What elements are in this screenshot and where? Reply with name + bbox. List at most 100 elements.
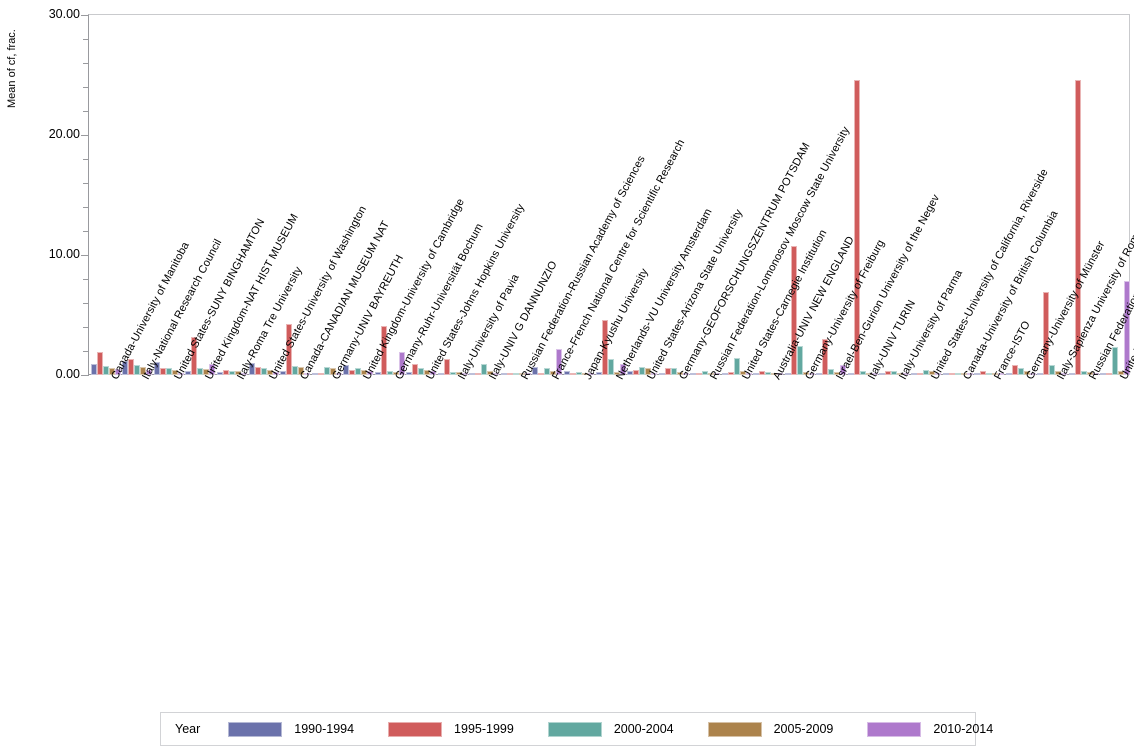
- bar[interactable]: [355, 368, 362, 375]
- bar[interactable]: [639, 366, 646, 375]
- bar[interactable]: [1074, 80, 1081, 375]
- bar[interactable]: [159, 368, 166, 375]
- bar[interactable]: [1086, 372, 1093, 375]
- bar[interactable]: [563, 371, 570, 375]
- bar[interactable]: [658, 373, 665, 375]
- bar[interactable]: [493, 373, 500, 375]
- bar[interactable]: [676, 372, 683, 375]
- bar[interactable]: [1049, 365, 1056, 375]
- bar[interactable]: [260, 367, 267, 375]
- bar[interactable]: [745, 373, 752, 375]
- bar[interactable]: [343, 365, 350, 375]
- bar[interactable]: [518, 373, 525, 375]
- bar[interactable]: [461, 373, 468, 375]
- bar[interactable]: [392, 372, 399, 375]
- bar[interactable]: [1023, 371, 1030, 375]
- bar[interactable]: [550, 371, 557, 375]
- bar[interactable]: [966, 373, 973, 375]
- bar[interactable]: [922, 369, 929, 375]
- bar[interactable]: [506, 373, 513, 375]
- bar[interactable]: [986, 373, 993, 375]
- bar[interactable]: [765, 372, 772, 375]
- bar[interactable]: [240, 373, 247, 375]
- legend-item[interactable]: 1990-1994: [228, 721, 354, 737]
- bar[interactable]: [437, 373, 444, 375]
- bar[interactable]: [532, 367, 539, 375]
- bar[interactable]: [298, 367, 305, 375]
- bar[interactable]: [777, 373, 784, 375]
- bar[interactable]: [865, 372, 872, 375]
- bar[interactable]: [361, 369, 368, 375]
- bar[interactable]: [128, 359, 135, 375]
- bar[interactable]: [682, 373, 689, 375]
- bar[interactable]: [248, 363, 255, 375]
- bar[interactable]: [538, 373, 545, 375]
- bar[interactable]: [633, 369, 640, 375]
- bar[interactable]: [272, 372, 279, 375]
- bar[interactable]: [349, 369, 356, 375]
- bar[interactable]: [329, 368, 336, 375]
- bar[interactable]: [197, 368, 204, 375]
- bar[interactable]: [367, 371, 374, 375]
- bar[interactable]: [601, 320, 608, 375]
- bar[interactable]: [216, 372, 223, 375]
- bar[interactable]: [140, 366, 147, 375]
- bar[interactable]: [317, 373, 324, 375]
- bar[interactable]: [280, 371, 287, 375]
- bar[interactable]: [802, 372, 809, 375]
- bar[interactable]: [974, 373, 981, 375]
- bar[interactable]: [708, 372, 715, 375]
- bar[interactable]: [222, 369, 229, 375]
- bar[interactable]: [1005, 372, 1012, 375]
- bar[interactable]: [575, 372, 582, 375]
- bar[interactable]: [469, 373, 476, 375]
- bar[interactable]: [879, 373, 886, 375]
- legend-item[interactable]: 2010-2014: [867, 721, 993, 737]
- legend-item[interactable]: 1995-1999: [388, 721, 514, 737]
- bar[interactable]: [286, 324, 293, 375]
- bar[interactable]: [165, 368, 172, 375]
- bar[interactable]: [714, 373, 721, 375]
- bar[interactable]: [885, 370, 892, 375]
- bar[interactable]: [891, 371, 898, 375]
- bar[interactable]: [871, 373, 878, 375]
- bar[interactable]: [790, 246, 797, 375]
- bar[interactable]: [954, 372, 961, 375]
- bar[interactable]: [727, 372, 734, 375]
- bar[interactable]: [443, 358, 450, 375]
- bar[interactable]: [934, 373, 941, 375]
- bar[interactable]: [1106, 372, 1113, 375]
- bar[interactable]: [1037, 373, 1044, 375]
- bar[interactable]: [1080, 371, 1087, 375]
- bar[interactable]: [475, 373, 482, 375]
- bar[interactable]: [1043, 291, 1050, 375]
- bar[interactable]: [449, 372, 456, 375]
- bar[interactable]: [134, 364, 141, 375]
- bar[interactable]: [595, 372, 602, 375]
- bar[interactable]: [733, 358, 740, 375]
- bar[interactable]: [406, 371, 413, 375]
- bar[interactable]: [853, 79, 860, 375]
- bar[interactable]: [910, 373, 917, 375]
- bar[interactable]: [500, 373, 507, 375]
- bar[interactable]: [759, 370, 766, 375]
- bar[interactable]: [171, 369, 178, 375]
- bar[interactable]: [587, 373, 594, 375]
- bar[interactable]: [544, 368, 551, 375]
- bar[interactable]: [234, 370, 241, 375]
- bar[interactable]: [102, 365, 109, 375]
- bar[interactable]: [412, 363, 419, 375]
- bar[interactable]: [840, 365, 847, 375]
- bar[interactable]: [146, 369, 153, 375]
- bar[interactable]: [380, 325, 387, 375]
- bar[interactable]: [1029, 373, 1036, 375]
- bar[interactable]: [992, 373, 999, 375]
- bar[interactable]: [670, 367, 677, 375]
- bar[interactable]: [771, 372, 778, 375]
- bar[interactable]: [209, 363, 216, 375]
- bar[interactable]: [153, 361, 160, 375]
- bar[interactable]: [1068, 373, 1075, 375]
- bar[interactable]: [430, 371, 437, 375]
- bar[interactable]: [702, 370, 709, 375]
- bar[interactable]: [177, 372, 184, 375]
